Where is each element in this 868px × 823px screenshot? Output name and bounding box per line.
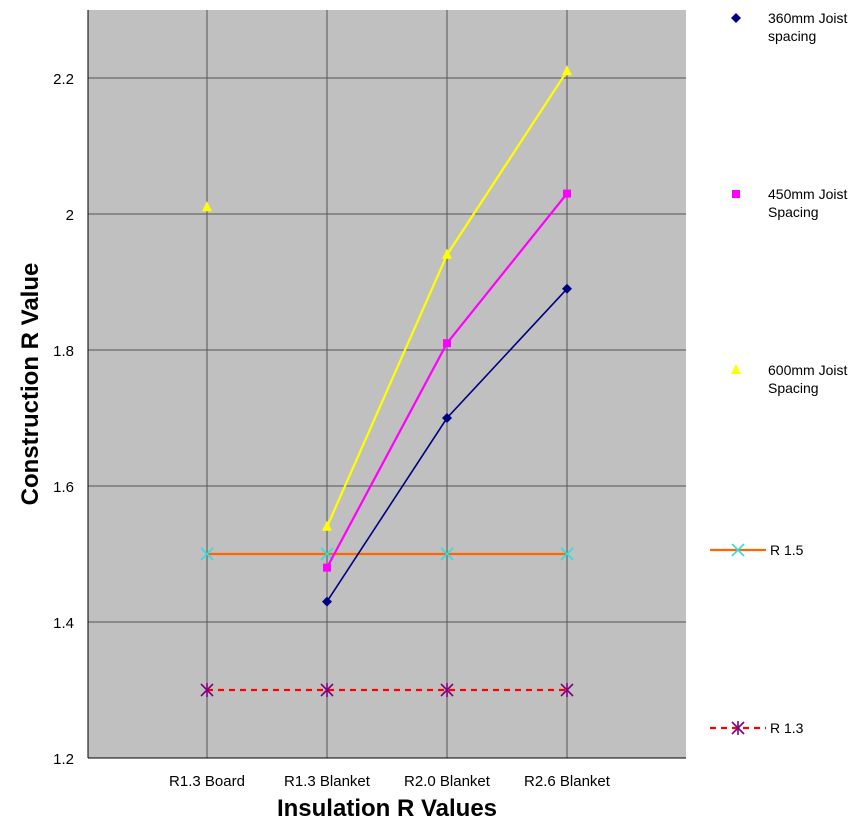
series (200, 65, 574, 697)
axes (87, 10, 686, 759)
legend-label: Spacing (768, 204, 819, 220)
y-tick-label: 1.4 (53, 615, 74, 632)
data-point (320, 683, 334, 697)
data-point (440, 547, 454, 561)
legend-item-2: 450mm Joist Spacing (732, 186, 847, 220)
y-tick-labels: 1.2 1.4 1.6 1.8 2 2.2 (53, 71, 74, 768)
y-tick-label: 2.2 (53, 71, 74, 88)
legend-label: R 1.5 (770, 542, 804, 558)
legend-label: Spacing (768, 380, 819, 396)
series-5 (200, 683, 574, 697)
legend-item-5: R 1.3 (710, 720, 804, 736)
data-point (200, 683, 214, 697)
data-point (562, 65, 572, 76)
legend-item-3: 600mm Joist Spacing (731, 362, 847, 396)
legend-marker (731, 13, 741, 23)
y-tick-label: 1.6 (53, 479, 74, 496)
legend-marker (731, 364, 741, 374)
legend-label: spacing (768, 28, 816, 44)
data-point (563, 189, 571, 198)
legend-label: 450mm Joist (768, 186, 847, 202)
y-tick-label: 2 (66, 207, 74, 224)
data-point (443, 339, 451, 348)
series-2 (323, 189, 571, 572)
legend-label: R 1.3 (770, 720, 804, 736)
x-tick-label: R2.0 Blanket (404, 773, 491, 790)
series-1 (322, 283, 572, 607)
legend-item-1: 360mm Joist spacing (731, 10, 847, 44)
data-point (322, 520, 332, 531)
x-tick-label: R1.3 Board (169, 773, 245, 790)
data-point (560, 683, 574, 697)
x-axis-title: Insulation R Values (277, 795, 497, 822)
legend-marker (731, 721, 745, 735)
y-tick-label: 1.2 (53, 751, 74, 768)
y-tick-label: 1.8 (53, 343, 74, 360)
data-point (202, 201, 212, 212)
y-axis-title: Construction R Value (17, 263, 44, 506)
gridlines (88, 10, 686, 759)
data-point (442, 413, 452, 423)
data-point (562, 283, 572, 294)
data-point (442, 248, 452, 259)
data-point (560, 547, 574, 561)
legend-label: 360mm Joist (768, 10, 847, 26)
series-4 (200, 547, 574, 561)
legend-marker (732, 190, 740, 198)
series-3 (202, 65, 572, 531)
x-tick-label: R2.6 Blanket (524, 773, 611, 790)
x-tick-labels: R1.3 Board R1.3 Blanket R2.0 Blanket R2.6 B… (169, 773, 611, 790)
data-point (322, 596, 332, 607)
plot-area (88, 10, 686, 758)
x-tick-label: R1.3 Blanket (284, 773, 371, 790)
data-point (200, 547, 214, 561)
legend-label: 600mm Joist (768, 362, 847, 378)
legend-marker (731, 543, 745, 557)
data-point (440, 683, 454, 697)
data-point (323, 563, 331, 572)
legend-item-4: R 1.5 (710, 542, 804, 558)
